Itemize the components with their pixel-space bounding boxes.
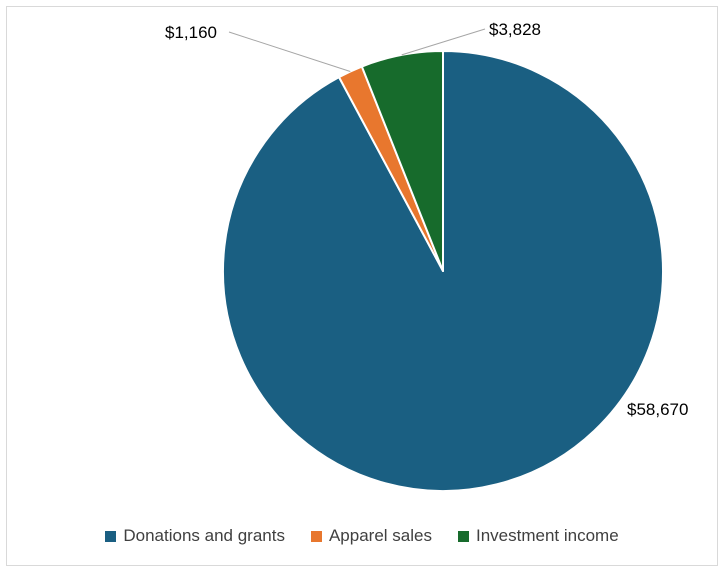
data-label-donations-and-grants: $58,670 [627, 400, 688, 419]
legend-swatch-donations-and-grants [105, 530, 117, 542]
leader-line-apparel-sales [228, 31, 351, 72]
chart-area: $58,670 $1,160 $3,828 Donations and grants… [6, 6, 718, 566]
legend-label-investment-income: Investment income [475, 526, 619, 545]
legend-item-donations-and-grants: Donations and grants [105, 526, 285, 546]
legend: Donations and grants Apparel sales Inves… [7, 526, 717, 546]
pie-chart: $58,670 $1,160 $3,828 [165, 20, 688, 492]
legend-swatch-apparel-sales [310, 530, 322, 542]
legend-item-apparel-sales: Apparel sales [310, 526, 432, 546]
legend-label-donations-and-grants: Donations and grants [123, 526, 285, 545]
legend-item-investment-income: Investment income [457, 526, 619, 546]
legend-swatch-investment-income [457, 530, 469, 542]
legend-label-apparel-sales: Apparel sales [328, 526, 432, 545]
data-label-investment-income: $3,828 [489, 20, 541, 39]
pie-slice-investment-income [360, 50, 444, 272]
data-label-apparel-sales: $1,160 [165, 23, 217, 42]
leader-line-investment-income [401, 28, 486, 56]
